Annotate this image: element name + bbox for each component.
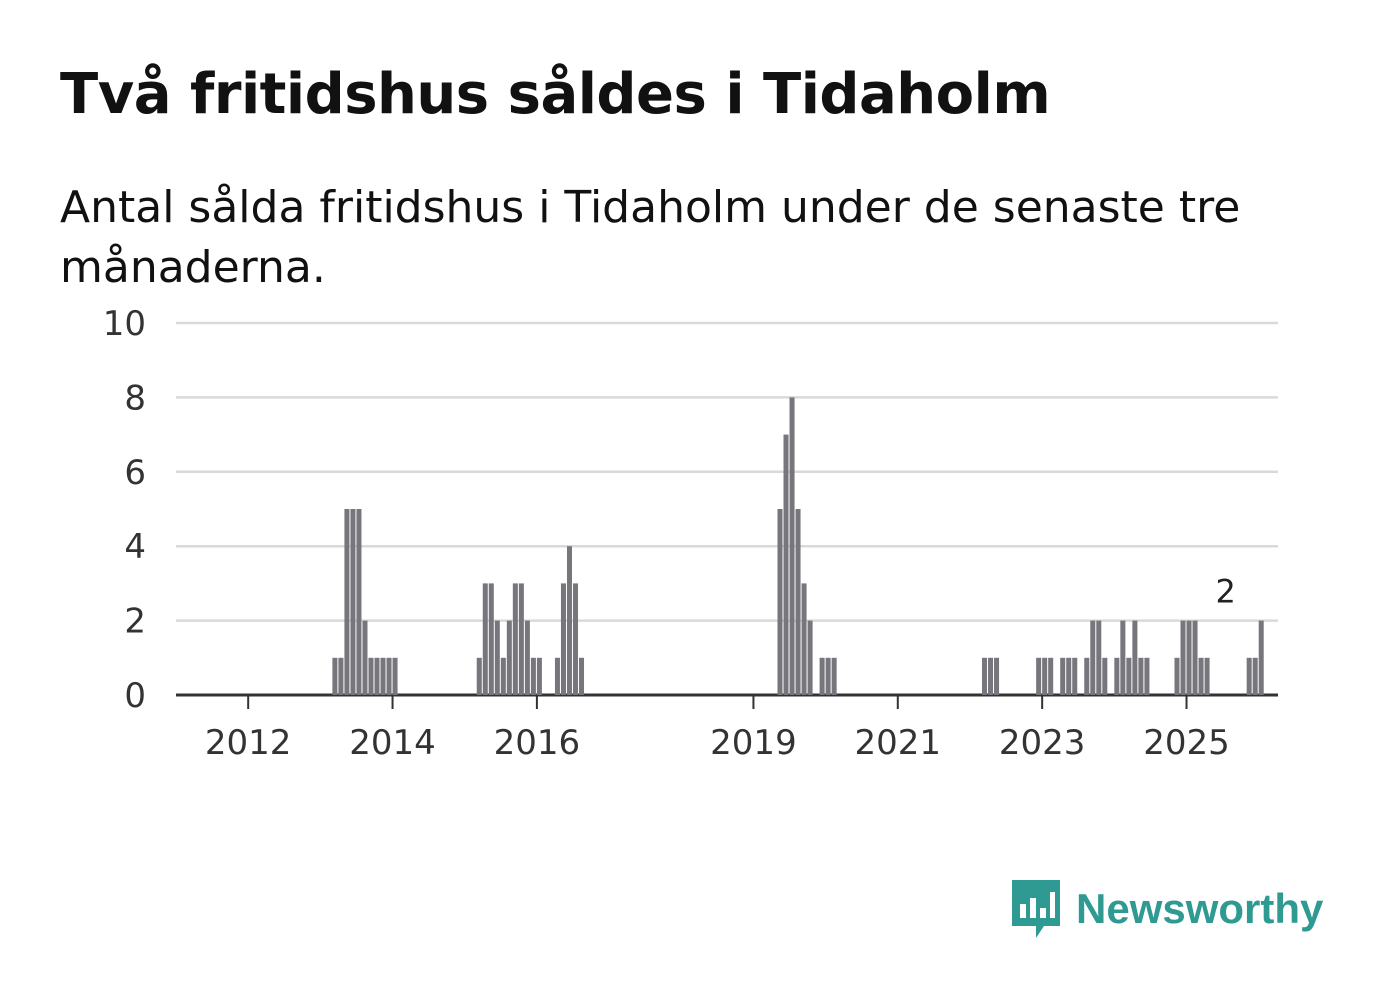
bar <box>831 657 837 695</box>
bar <box>482 583 488 695</box>
y-tick-label: 6 <box>124 453 146 493</box>
bar <box>374 657 380 695</box>
bar <box>488 583 494 695</box>
bar <box>579 657 585 695</box>
newsworthy-logo: Newsworthy <box>1010 876 1323 942</box>
bar <box>795 509 801 695</box>
bar <box>524 620 530 695</box>
bar <box>350 509 356 695</box>
gridlines <box>176 321 1278 697</box>
bar <box>1066 657 1072 695</box>
bar <box>1258 620 1264 695</box>
bar <box>1192 620 1198 695</box>
bar <box>988 657 994 695</box>
bar <box>1114 657 1120 695</box>
bar <box>777 509 783 695</box>
bar <box>392 657 398 695</box>
bar <box>380 657 386 695</box>
bar <box>1174 657 1180 695</box>
x-tick-label: 2023 <box>999 723 1086 763</box>
bar <box>1144 657 1150 695</box>
bar <box>1102 657 1108 695</box>
bar <box>1120 620 1126 695</box>
bar <box>518 583 524 695</box>
x-tick-label: 2016 <box>494 723 581 763</box>
x-tick-label: 2025 <box>1143 723 1230 763</box>
bar <box>1186 620 1192 695</box>
bar <box>1084 657 1090 695</box>
bar <box>536 657 542 695</box>
bar <box>476 657 482 695</box>
bar <box>789 397 795 695</box>
bar <box>494 620 500 695</box>
newsworthy-logo-icon <box>1012 880 1060 938</box>
y-tick-label: 10 <box>103 304 146 344</box>
bar <box>386 657 392 695</box>
bar <box>807 620 813 695</box>
bar <box>566 546 572 695</box>
bar-series <box>332 397 1264 695</box>
bar <box>1096 620 1102 695</box>
bar <box>362 620 368 695</box>
bar <box>1048 657 1054 695</box>
bar <box>506 620 512 695</box>
bar <box>356 509 362 695</box>
bar <box>1126 657 1132 695</box>
y-tick-label: 4 <box>124 527 146 567</box>
data-labels: 2 <box>1215 573 1235 611</box>
bar <box>332 657 338 695</box>
bar <box>530 657 536 695</box>
bar <box>1090 620 1096 695</box>
bar <box>1198 657 1204 695</box>
x-tick-label: 2021 <box>855 723 942 763</box>
brand-name: Newsworthy <box>1076 885 1324 932</box>
bar <box>1042 657 1048 695</box>
chart-title: Två fritidshus såldes i Tidaholm <box>60 62 1051 127</box>
bar <box>1204 657 1210 695</box>
bar <box>783 434 789 695</box>
bar <box>512 583 518 695</box>
bar <box>560 583 566 695</box>
x-tick-label: 2019 <box>710 723 797 763</box>
bar <box>1246 657 1252 695</box>
bar <box>1060 657 1066 695</box>
bar <box>1132 620 1138 695</box>
bar <box>554 657 560 695</box>
bar <box>1180 620 1186 695</box>
x-tick-label: 2012 <box>205 723 292 763</box>
bar <box>572 583 579 695</box>
bar <box>1036 657 1042 695</box>
x-tick-label: 2014 <box>349 723 436 763</box>
bar <box>338 657 344 695</box>
bar <box>994 657 1000 695</box>
bar <box>368 657 374 695</box>
bar <box>1252 657 1258 695</box>
bar <box>1072 657 1078 695</box>
y-tick-label: 2 <box>124 602 146 642</box>
x-axis-labels: 2012 2014 2016 2019 2021 2023 2025 <box>205 695 1230 763</box>
data-label: 2 <box>1215 573 1235 611</box>
bar <box>801 583 807 695</box>
bar <box>819 657 825 695</box>
y-tick-label: 8 <box>124 378 146 418</box>
bar <box>1138 657 1144 695</box>
y-axis-labels: 0 2 4 6 8 10 <box>103 304 146 716</box>
bar <box>344 509 350 695</box>
bar <box>825 657 831 695</box>
bar <box>500 657 506 695</box>
bar <box>982 657 988 695</box>
chart-subtitle: Antal sålda fritidshus i Tidaholm under … <box>60 182 1241 293</box>
y-tick-label: 0 <box>124 676 146 716</box>
